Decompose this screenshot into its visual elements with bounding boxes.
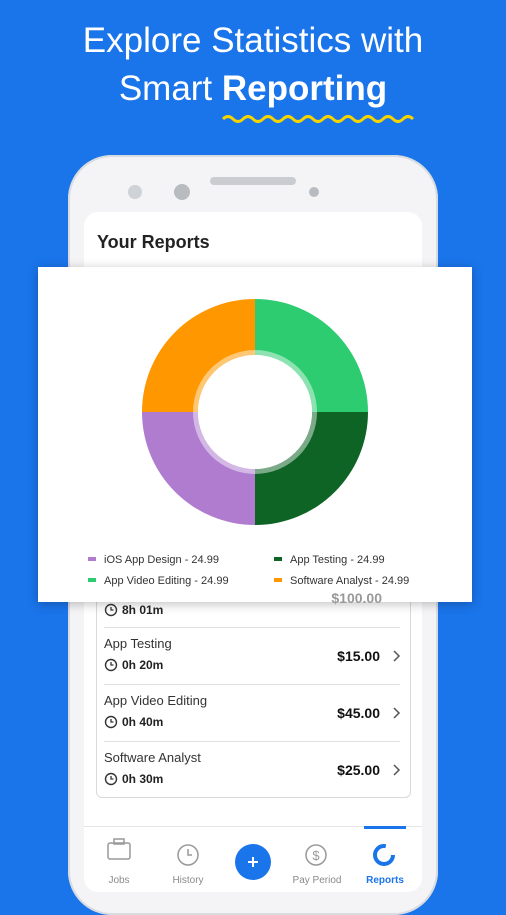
screen-title: Your Reports <box>97 232 210 252</box>
donut-segment <box>142 299 255 412</box>
legend-swatch <box>88 557 96 561</box>
row-time: 8h 01m <box>122 603 164 617</box>
clock-icon <box>104 658 118 672</box>
row-name: App Video Editing <box>104 693 208 708</box>
donut-chart: App Video Editing - 24.99 App Testing - 2… <box>88 299 409 587</box>
headline: Explore Statistics with <box>82 21 424 60</box>
nav-label[interactable]: Jobs <box>108 875 130 886</box>
phone-top <box>128 177 319 200</box>
row-time: 0h 20m <box>122 658 164 672</box>
legend-label: Software Analyst - 24.99 <box>290 575 409 587</box>
row-amount: $25.00 <box>337 762 380 778</box>
nav-divider <box>84 826 422 827</box>
legend-label: App Video Editing - 24.99 <box>104 575 229 587</box>
row-time: 0h 30m <box>122 772 164 786</box>
nav-label[interactable]: History <box>172 875 204 886</box>
headline-word: Smart <box>118 69 213 108</box>
headline-2: Smart Reporting <box>0 68 506 110</box>
nav-label[interactable]: Reports <box>366 875 404 886</box>
row-amount: $15.00 <box>337 648 380 664</box>
chevron[interactable] <box>392 706 402 720</box>
legend-swatch <box>88 578 96 582</box>
row-amount: $45.00 <box>337 705 380 721</box>
clock-icon <box>104 603 118 617</box>
svg-text:$: $ <box>312 848 320 863</box>
nav-active-bar <box>364 826 406 829</box>
donut-segment <box>255 299 368 412</box>
row-time: 0h 40m <box>122 715 164 729</box>
clock-icon <box>104 715 118 729</box>
separator <box>104 627 400 628</box>
donut-segment <box>142 412 255 525</box>
donut-hole <box>198 355 312 469</box>
legend-swatch <box>274 557 282 561</box>
donut-segment <box>255 412 368 525</box>
legend-swatch <box>274 578 282 582</box>
nav-label[interactable]: Pay Period <box>292 875 342 886</box>
row-name: App Testing <box>104 636 172 651</box>
legend-label: App Testing - 24.99 <box>290 554 385 566</box>
separator <box>104 684 400 685</box>
separator <box>104 741 400 742</box>
nav-icons: $ <box>107 838 395 880</box>
clock-icon <box>104 772 118 786</box>
row-name: Software Analyst <box>104 750 201 765</box>
chevron[interactable] <box>392 649 402 663</box>
headline-bold: Reporting <box>221 69 388 108</box>
row-amount: $100.00 <box>331 590 382 606</box>
chevron[interactable] <box>392 763 402 777</box>
legend-label: iOS App Design - 24.99 <box>104 554 219 566</box>
squiggle <box>221 115 415 123</box>
